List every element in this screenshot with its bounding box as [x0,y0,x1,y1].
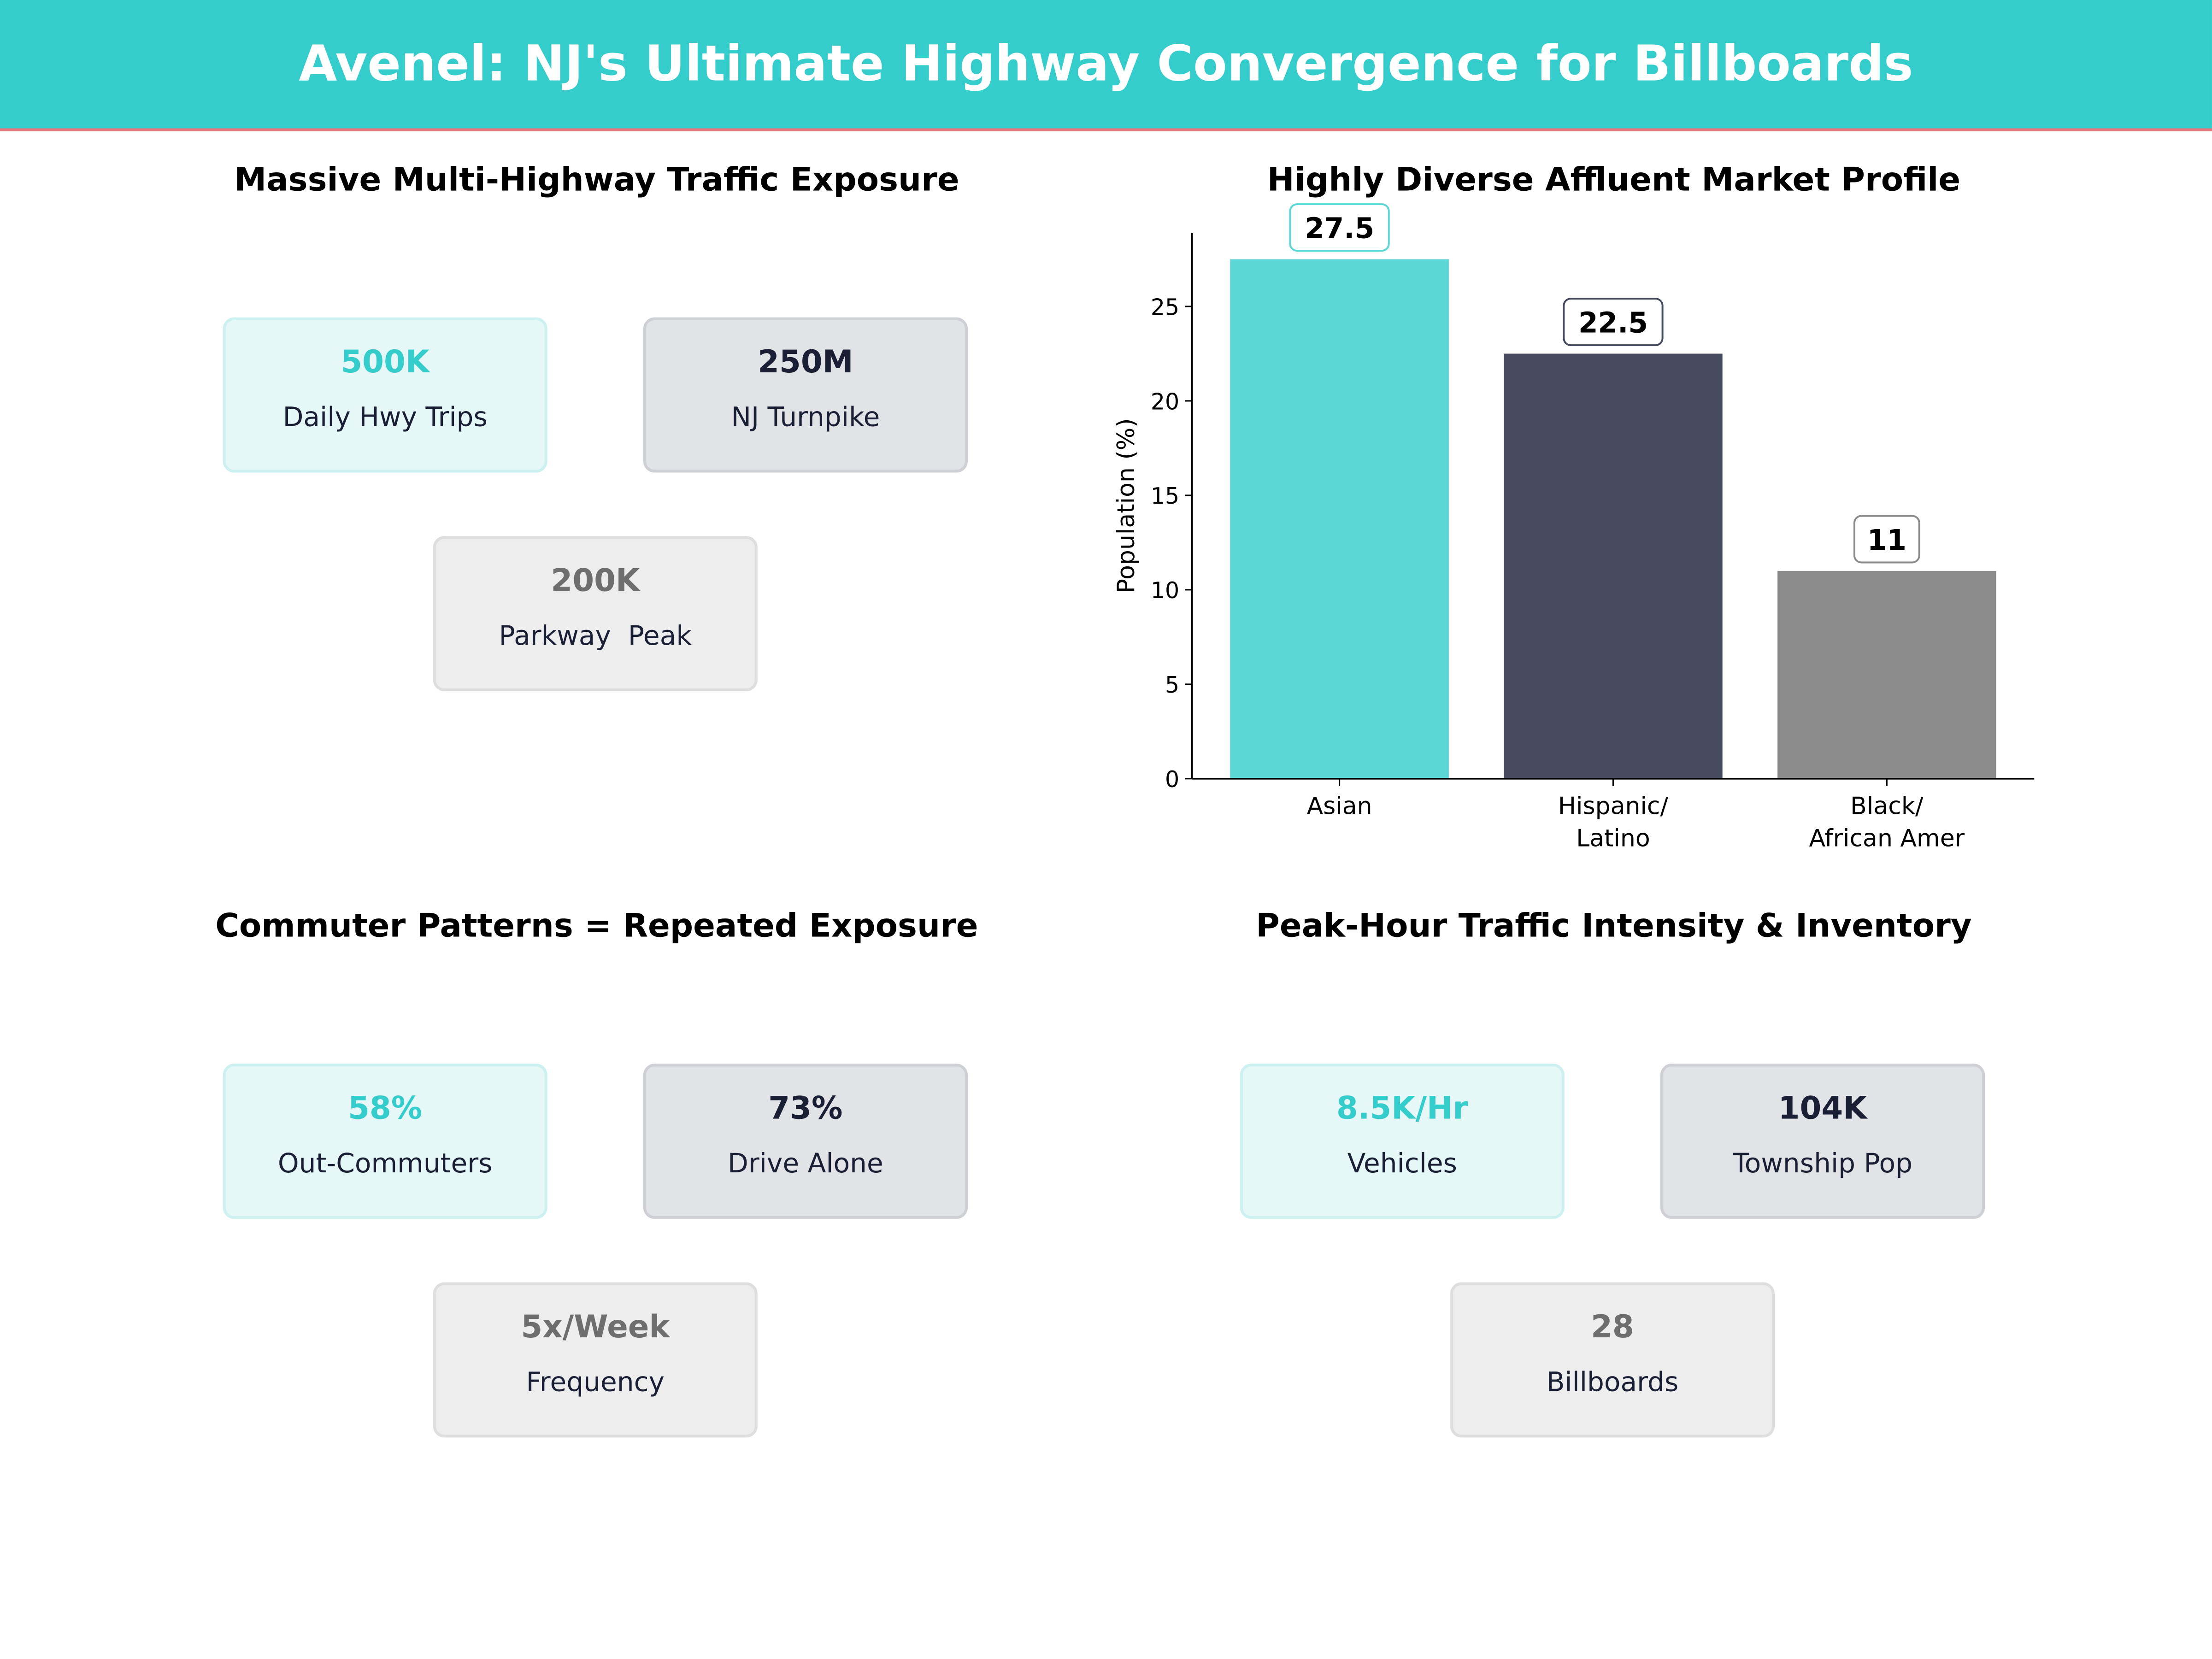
y-tick-label: 25 [1151,294,1179,320]
metric-value: 8.5K/Hr [1336,1092,1468,1127]
x-tick-label: Black/ [1850,792,1924,820]
bar [1230,259,1449,779]
metric-label: Frequency [526,1367,665,1398]
x-tick-label: African Amer [1809,825,1965,853]
x-tick-label: Asian [1307,792,1372,820]
x-tick-label: Hispanic/ [1558,792,1669,820]
metric-label: NJ Turnpike [731,402,880,433]
data-label-box [1289,203,1390,252]
chart-title: Highly Diverse Affluent Market Profile [1267,162,1961,199]
metric-card: 58% Out-Commuters [223,1064,547,1219]
traffic-panel-title: Massive Multi-Highway Traffic Exposure [234,162,959,199]
metric-value: 200K [551,564,640,600]
metric-value: 28 [1591,1310,1634,1346]
metric-label: Billboards [1546,1367,1679,1398]
metric-card: 8.5K/Hr Vehicles [1240,1064,1565,1219]
y-tick-label: 5 [1165,672,1179,698]
peak-panel-title: Peak-Hour Traffic Intensity & Inventory [1256,908,1972,946]
metric-value: 5x/Week [521,1310,670,1346]
bar [1504,353,1723,779]
commuter-panel-title: Commuter Patterns = Repeated Exposure [215,908,978,946]
data-label: 27.5 [1305,212,1374,245]
metric-value: 500K [341,345,430,381]
data-label: 11 [1867,524,1906,557]
metric-label: Drive Alone [728,1148,883,1180]
y-tick-label: 10 [1151,577,1179,604]
metric-label: Township Pop [1733,1148,1913,1180]
metric-label: Parkway Peak [499,620,692,652]
data-label: 22.5 [1578,307,1648,340]
header-banner: Avenel: NJ's Ultimate Highway Convergenc… [0,0,2212,131]
metric-card: 250M NJ Turnpike [643,317,968,473]
metric-card: 5x/Week Frequency [433,1282,758,1438]
metric-value: 73% [768,1092,843,1127]
y-tick-label: 0 [1165,766,1179,793]
metric-label: Vehicles [1347,1148,1457,1180]
metric-label: Out-Commuters [277,1148,493,1180]
metric-label: Daily Hwy Trips [282,402,488,433]
metric-card: 28 Billboards [1450,1282,1775,1438]
bar [1777,571,1996,779]
data-label-box [1563,298,1664,347]
metric-value: 58% [348,1092,423,1127]
metric-value: 250M [758,345,853,381]
metric-card: 200K Parkway Peak [433,536,758,691]
metric-card: 104K Township Pop [1660,1064,1985,1219]
y-axis-label: Population (%) [1112,418,1140,593]
y-tick-label: 15 [1151,483,1179,509]
metric-card: 73% Drive Alone [643,1064,968,1219]
x-tick-label: Latino [1576,825,1650,853]
data-label-box [1853,515,1920,564]
metric-value: 104K [1778,1092,1867,1127]
y-tick-label: 20 [1151,388,1179,415]
metric-card: 500K Daily Hwy Trips [223,317,547,473]
page-title: Avenel: NJ's Ultimate Highway Convergenc… [299,36,1913,93]
